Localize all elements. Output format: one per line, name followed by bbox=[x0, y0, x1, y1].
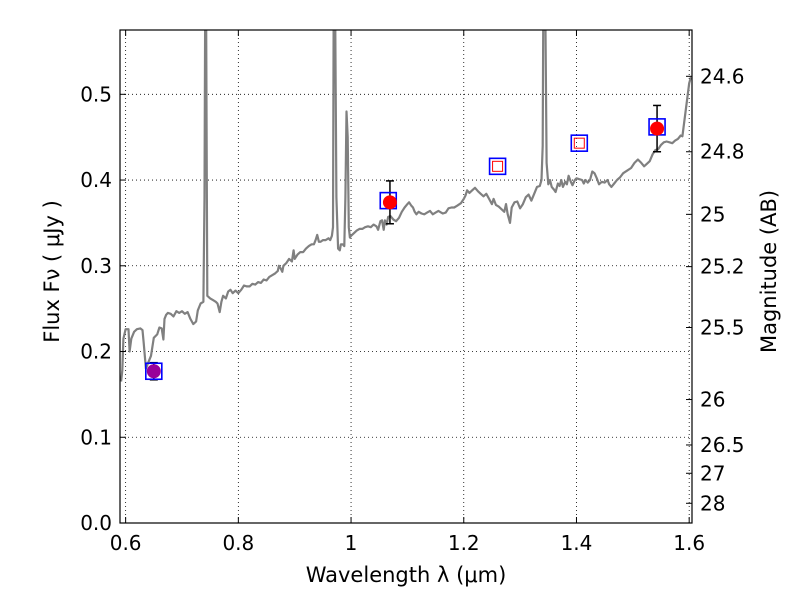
inner-square bbox=[573, 137, 585, 149]
y2-tick-label: 26.5 bbox=[700, 433, 745, 457]
y-tick-label: 0.2 bbox=[80, 340, 112, 364]
axis-ticks: 0.6 0.8 1 1.2 1.4 1.6 0.0 0.1 0.2 0.3 0.4 0.5 24.6 24… bbox=[80, 30, 745, 555]
y-tick-label: 0.4 bbox=[80, 168, 112, 192]
plot-frame bbox=[119, 29, 693, 524]
y-tick-label: 0.0 bbox=[80, 511, 112, 535]
x-axis-label: Wavelength λ (μm) bbox=[306, 563, 507, 587]
model-square bbox=[488, 157, 507, 176]
y2-tick-label: 26 bbox=[700, 388, 725, 412]
y-tick-label: 0.3 bbox=[80, 254, 112, 278]
observed-point bbox=[146, 364, 161, 379]
y2-tick-label: 28 bbox=[700, 491, 725, 515]
spectrum-series bbox=[120, 30, 692, 382]
y-axis-label: Flux Fν ( μJy ) bbox=[40, 200, 64, 343]
x-tick-label: 1.6 bbox=[673, 531, 705, 555]
inner-square bbox=[492, 160, 504, 172]
y2-axis-label: Magnitude (AB) bbox=[757, 190, 781, 353]
y2-tick-label: 24.8 bbox=[700, 140, 745, 164]
y-tick-label: 0.5 bbox=[80, 82, 112, 106]
y2-tick-label: 25.5 bbox=[700, 316, 745, 340]
spectrum-line bbox=[120, 30, 692, 382]
y2-tick-label: 24.6 bbox=[700, 64, 745, 88]
observed-point bbox=[382, 195, 397, 210]
model-square bbox=[145, 362, 163, 381]
y2-tick-label: 25 bbox=[700, 202, 725, 226]
x-tick-label: 0.6 bbox=[110, 531, 142, 555]
x-tick-label: 1.2 bbox=[448, 531, 480, 555]
x-tick-label: 0.8 bbox=[222, 531, 254, 555]
photometry-points bbox=[145, 104, 666, 381]
x-tick-label: 1.4 bbox=[561, 531, 593, 555]
x-tick-label: 1 bbox=[345, 531, 358, 555]
y2-tick-label: 25.2 bbox=[700, 255, 745, 279]
y2-tick-label: 27 bbox=[700, 461, 725, 485]
y-tick-label: 0.1 bbox=[80, 425, 112, 449]
model-square bbox=[570, 134, 589, 152]
observed-point bbox=[650, 121, 665, 136]
